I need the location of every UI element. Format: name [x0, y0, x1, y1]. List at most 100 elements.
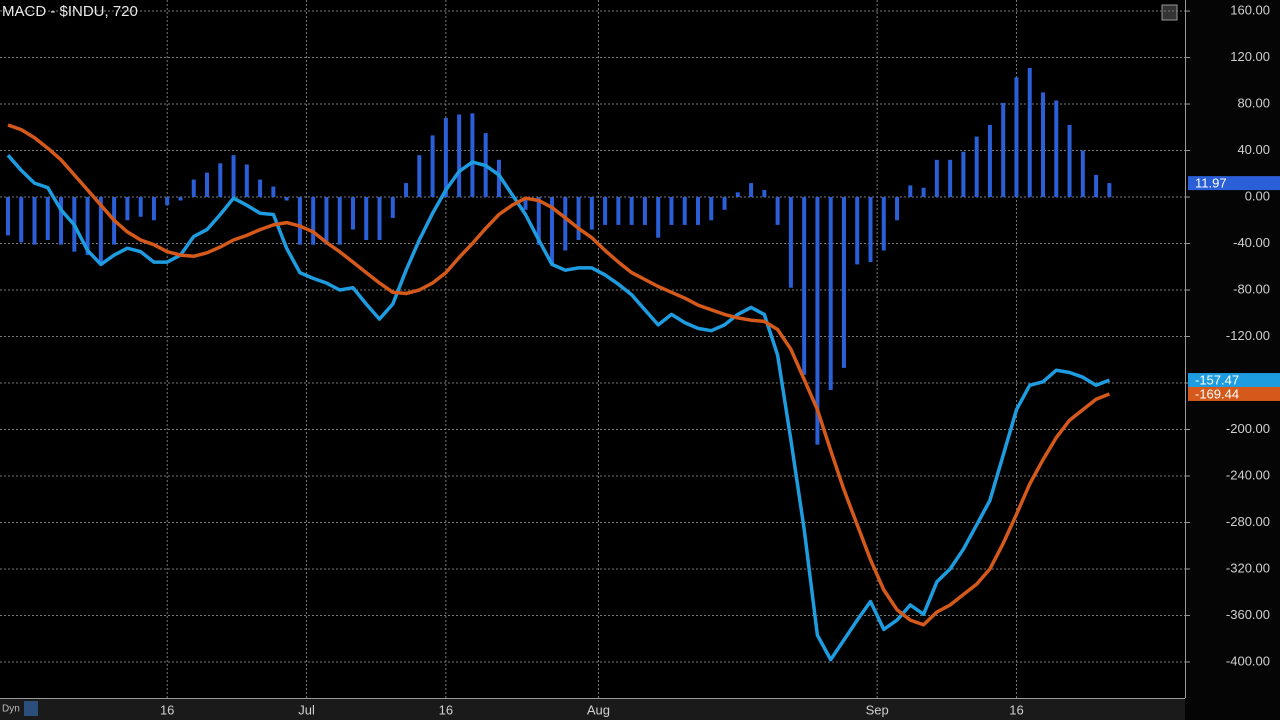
histogram-bar — [430, 135, 435, 198]
histogram-bar — [550, 197, 555, 265]
histogram-bar — [191, 179, 196, 198]
histogram-bar — [350, 197, 355, 230]
y-tick-label: -200.00 — [1226, 421, 1270, 436]
histogram-bar — [337, 197, 342, 245]
x-axis-panel — [0, 698, 1185, 720]
histogram-bar — [656, 197, 661, 238]
x-tick-label: Aug — [587, 702, 610, 717]
y-tick-label: 80.00 — [1237, 95, 1270, 110]
settings-button[interactable] — [1161, 4, 1178, 21]
histogram-bar — [709, 197, 714, 221]
last-value-label: -169.44 — [1195, 386, 1239, 401]
y-tick-label: -360.00 — [1226, 607, 1270, 622]
histogram-bar — [32, 197, 37, 245]
line — [6, 154, 1111, 662]
histogram-bar — [218, 163, 223, 198]
histogram-bar — [390, 197, 395, 218]
histogram-bar — [470, 113, 475, 198]
histogram-bar — [1041, 92, 1046, 198]
histogram-bar — [974, 136, 979, 198]
last-value-box — [1188, 373, 1280, 388]
histogram-bar — [908, 185, 913, 198]
last-value-label: -157.47 — [1195, 372, 1239, 387]
histogram-bar — [85, 197, 90, 256]
x-tick-label: 16 — [439, 702, 453, 717]
histogram-bar — [45, 197, 50, 241]
last-value-box — [1188, 386, 1280, 401]
histogram-bar — [828, 197, 833, 390]
histogram-bar — [642, 197, 647, 225]
histogram-bar — [735, 192, 740, 198]
y-axis-panel — [1185, 0, 1280, 720]
y-tick-label: -400.00 — [1226, 653, 1270, 668]
histogram-bar — [1001, 102, 1006, 198]
histogram-bar — [987, 124, 992, 198]
histogram-bar — [961, 151, 966, 198]
histogram-bar — [589, 197, 594, 230]
histogram-bar — [284, 197, 289, 201]
histogram-bar — [563, 197, 568, 251]
histogram-bar — [404, 183, 409, 198]
toolbar-label[interactable]: Dyn — [2, 704, 20, 715]
histogram-bar — [19, 197, 24, 243]
y-tick-label: -240.00 — [1226, 467, 1270, 482]
histogram-bar — [576, 197, 581, 241]
histogram-bar — [722, 197, 727, 210]
histogram-bar — [1027, 67, 1032, 198]
y-tick-label: -40.00 — [1233, 235, 1270, 250]
histogram-bar — [151, 197, 156, 221]
histogram-bar — [1054, 100, 1059, 198]
histogram-bar — [536, 197, 541, 245]
y-tick-label: 0.00 — [1245, 188, 1270, 203]
y-tick-label: 120.00 — [1230, 49, 1270, 64]
histogram-bar — [1080, 150, 1085, 198]
histogram-bar — [802, 197, 807, 375]
histogram-bar — [244, 164, 249, 198]
histogram-bar — [1067, 124, 1072, 198]
y-tick-label: 160.00 — [1230, 2, 1270, 17]
histogram-bar — [775, 197, 780, 225]
histogram-bar — [603, 197, 608, 225]
histogram-bar — [921, 187, 926, 198]
line — [7, 123, 1111, 627]
histogram-bar — [788, 197, 793, 288]
histogram-bar — [523, 197, 528, 210]
histogram-bar — [868, 197, 873, 263]
histogram-bar — [457, 114, 462, 198]
histogram-bar — [682, 197, 687, 225]
histogram-bar — [364, 197, 369, 241]
histogram-bar — [271, 186, 276, 198]
x-tick-label: Jul — [298, 702, 315, 717]
histogram-bar — [324, 197, 329, 245]
x-tick-label: Sep — [866, 702, 889, 717]
histogram-bar — [5, 197, 10, 236]
x-tick-label: 16 — [160, 702, 174, 717]
histogram-bar — [762, 190, 767, 198]
histogram-bar — [443, 117, 448, 198]
y-tick-label: 40.00 — [1237, 142, 1270, 157]
histogram-bar — [1107, 183, 1112, 198]
y-tick-label: -320.00 — [1226, 560, 1270, 575]
toolbar-icon[interactable] — [24, 701, 38, 716]
histogram-bar — [138, 197, 143, 217]
histogram-bar — [311, 197, 316, 245]
histogram-bar — [496, 159, 501, 198]
histogram-bar — [417, 155, 422, 198]
histogram-bar — [669, 197, 674, 225]
plot-area — [0, 0, 1185, 698]
histogram-bar — [629, 197, 634, 225]
x-tick-label: 16 — [1009, 702, 1023, 717]
histogram-bar — [616, 197, 621, 225]
chart-title: MACD - $INDU, 720 — [2, 3, 138, 20]
histogram-bar — [258, 179, 263, 198]
histogram-bar — [1014, 77, 1019, 198]
histogram-bar — [1094, 174, 1099, 198]
histogram-bar — [749, 183, 754, 198]
histogram-bar — [165, 197, 170, 206]
y-tick-label: -80.00 — [1233, 281, 1270, 296]
histogram-bar — [297, 197, 302, 245]
last-value-box — [1188, 176, 1280, 191]
histogram-bar — [815, 197, 820, 445]
histogram-bar — [695, 197, 700, 225]
